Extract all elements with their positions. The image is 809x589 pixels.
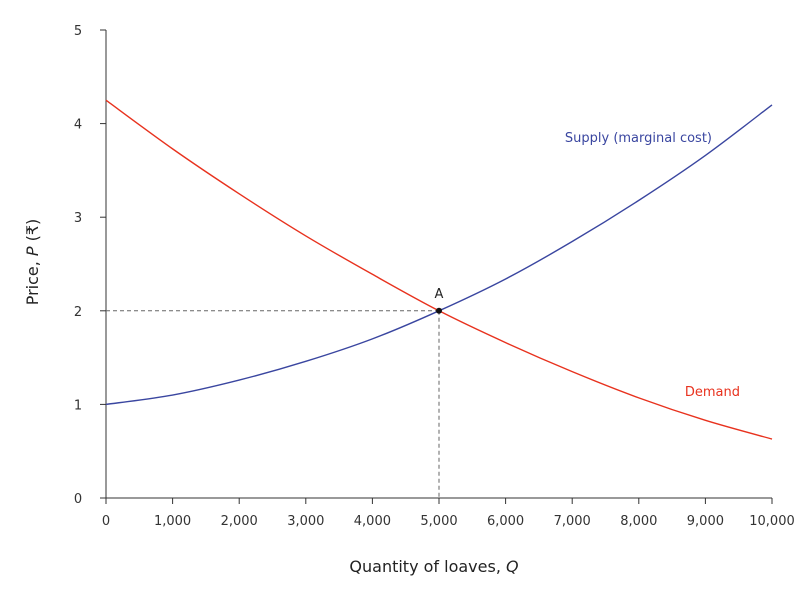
demand-label: Demand (685, 385, 740, 400)
y-axis-label: Price, P (₹) (23, 219, 42, 306)
equilibrium-point (436, 307, 442, 314)
x-tick-label: 10,000 (749, 514, 795, 529)
x-tick-label: 1,000 (154, 514, 191, 529)
supply-label: Supply (marginal cost) (565, 131, 712, 146)
x-tick-label: 0 (102, 514, 110, 529)
x-tick-label: 9,000 (687, 514, 724, 529)
y-tick-label: 5 (74, 24, 82, 39)
axes: 0 1,000 2,000 3,000 4,000 5,000 6,000 7,000 8,00… (74, 24, 795, 529)
x-tick-label: 8,000 (620, 514, 657, 529)
x-tick-label: 6,000 (487, 514, 524, 529)
x-tick-label: 7,000 (554, 514, 591, 529)
points: A (435, 287, 444, 314)
y-tick-label: 4 (74, 118, 82, 133)
x-tick-label: 5,000 (420, 514, 457, 529)
x-tick-label: 4,000 (354, 514, 391, 529)
x-axis-label: Quantity of loaves, Q (349, 557, 518, 576)
y-tick-label: 0 (74, 492, 82, 507)
y-tick-label: 2 (74, 305, 82, 320)
y-tick-label: 1 (74, 398, 82, 413)
guide-lines (106, 310, 440, 498)
point-label: A (435, 287, 444, 302)
y-tick-label: 3 (74, 211, 82, 226)
x-tick-label: 2,000 (221, 514, 258, 529)
x-tick-label: 3,000 (287, 514, 324, 529)
supply-curve (105, 104, 773, 406)
